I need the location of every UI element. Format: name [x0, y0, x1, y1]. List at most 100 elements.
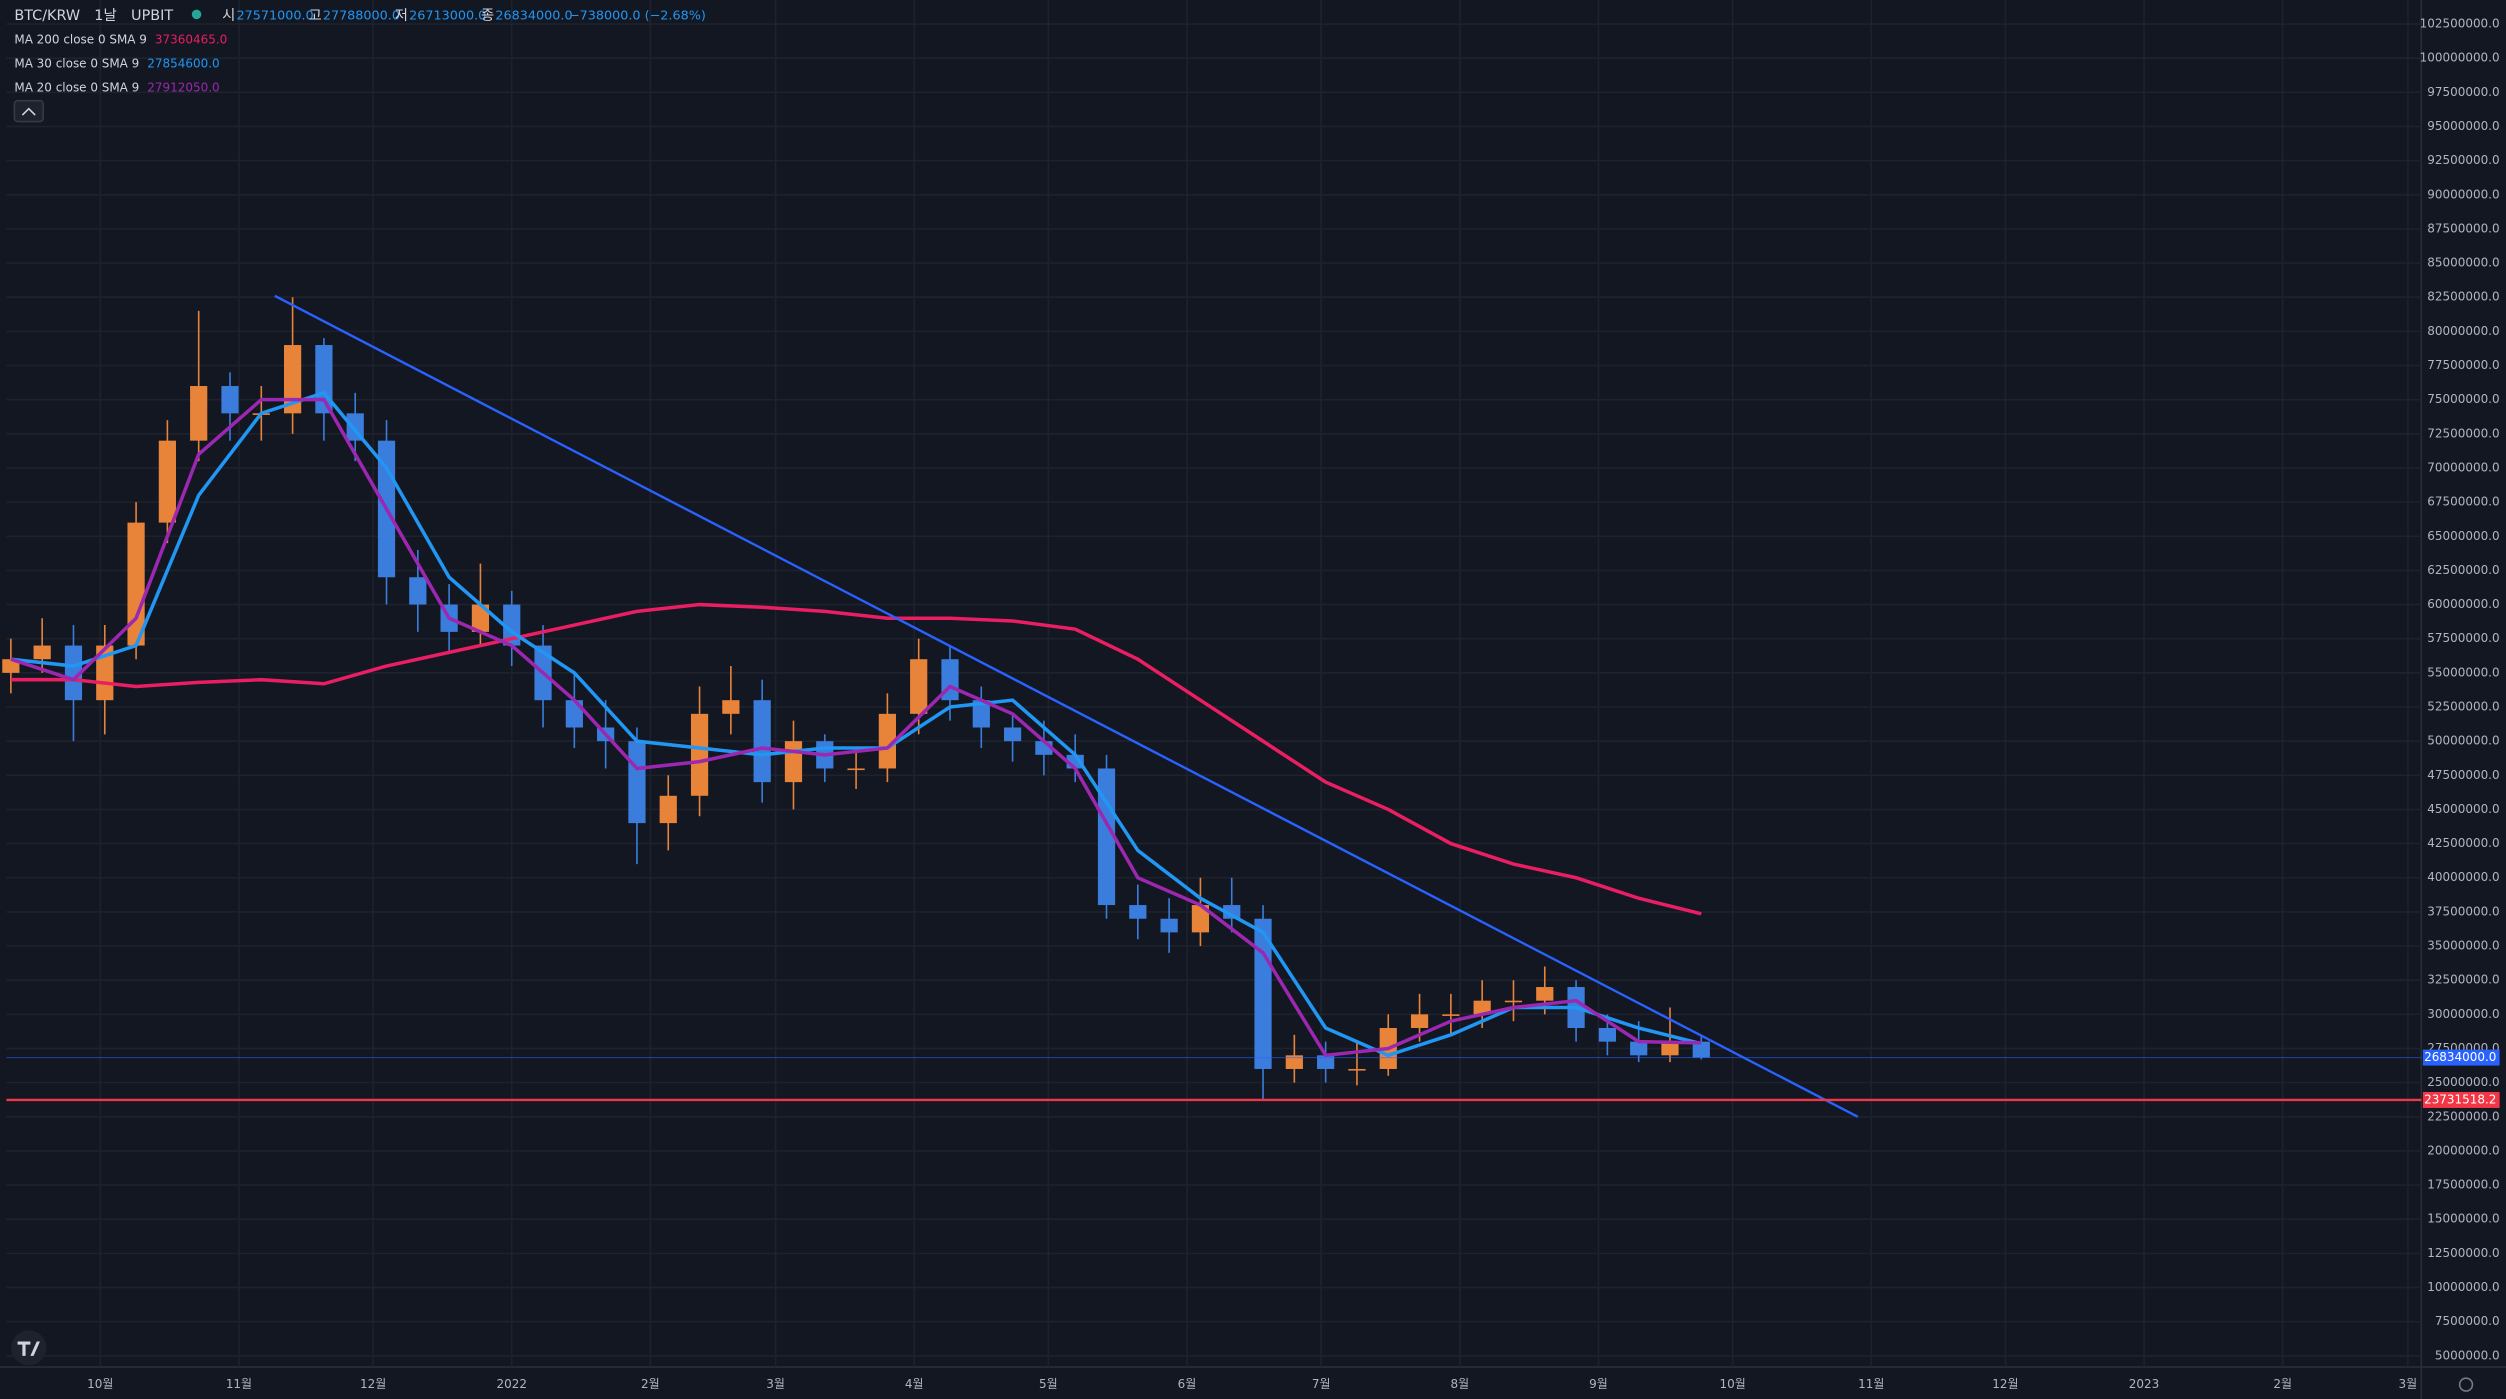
candle-body	[221, 386, 239, 414]
settings-icon[interactable]	[2458, 1377, 2474, 1392]
price-tag	[2422, 1091, 2500, 1108]
x-tick-label: 9월	[1589, 1377, 1608, 1391]
x-tick-label: 2023	[2129, 1377, 2159, 1391]
candle-body	[972, 700, 990, 728]
y-tick-label: 72500000.0	[2427, 426, 2499, 440]
collapse-button[interactable]	[13, 99, 44, 123]
exchange: UPBIT	[131, 8, 173, 24]
candle-body	[1129, 905, 1147, 919]
candle-body	[1692, 1041, 1710, 1058]
candle-body	[659, 795, 677, 824]
y-tick-label: 87500000.0	[2427, 221, 2499, 235]
candle-body	[628, 741, 646, 824]
candle-body	[690, 713, 709, 796]
candle-body	[1410, 1014, 1429, 1028]
legend-value: 27854600.0	[147, 56, 219, 70]
close-value: 26834000.0	[495, 8, 572, 23]
y-tick-label: 17500000.0	[2427, 1178, 2499, 1192]
x-tick-label: 3월	[766, 1377, 785, 1391]
candle-body	[33, 645, 51, 660]
ma-line	[10, 397, 1702, 1058]
price-tag-label: 23731518.2	[2424, 1092, 2496, 1106]
candle-body	[1442, 1014, 1460, 1016]
trend-line	[274, 294, 1859, 1118]
y-tick-label: 35000000.0	[2427, 939, 2499, 953]
candle-body	[847, 768, 865, 771]
y-tick-label: 62500000.0	[2427, 563, 2499, 577]
candle-body	[127, 522, 145, 646]
x-tick-label: 10월	[87, 1377, 113, 1391]
candle-body	[910, 659, 928, 714]
candle-body	[1536, 987, 1554, 1001]
x-tick-label: 7월	[1312, 1377, 1331, 1391]
high-label: 고	[308, 8, 321, 24]
candle-body	[1504, 1000, 1523, 1003]
x-tick-label: 4월	[905, 1377, 924, 1391]
y-tick-label: 55000000.0	[2427, 665, 2499, 679]
legend-name: MA 30 close 0 SMA 9	[14, 56, 139, 70]
x-tick-label: 11월	[1858, 1377, 1884, 1391]
candle-body	[784, 741, 803, 783]
x-tick-label: 12월	[360, 1377, 386, 1391]
x-tick-label: 2022	[497, 1377, 527, 1391]
legend: MA 200 close 0 SMA 9 37360465.0 MA 30 clos…	[14, 32, 227, 94]
candle-body	[1473, 1000, 1491, 1015]
candle-body	[1630, 1041, 1648, 1056]
candle-body	[2, 659, 20, 673]
candle-body	[283, 345, 302, 414]
candle-body	[1254, 918, 1272, 1069]
market-status[interactable]	[191, 9, 202, 20]
candle-body	[471, 604, 490, 632]
high-value: 27788000.0	[323, 8, 400, 23]
y-tick-label: 7500000.0	[2435, 1314, 2500, 1328]
x-tick-label: 3월	[2399, 1377, 2418, 1391]
y-tick-label: 95000000.0	[2427, 119, 2499, 133]
candle-body	[1097, 768, 1116, 906]
tv-logo[interactable]	[11, 1330, 47, 1366]
collapse-icon	[21, 107, 36, 116]
candle-body	[158, 440, 176, 523]
y-tick-label: 102500000.0	[2420, 17, 2500, 31]
y-tick-label: 67500000.0	[2427, 495, 2499, 509]
y-tick-label: 47500000.0	[2427, 768, 2499, 782]
axes: 5000000.0 7500000.0 10000000.0 12500000.0 15…	[87, 17, 2500, 1391]
price-tag	[2422, 1049, 2500, 1066]
change-value: −738000.0 (−2.68%)	[569, 8, 706, 23]
symbol: BTC/KRW	[14, 8, 80, 24]
header: BTC/KRW 1날 UPBIT 시 27571000.0 고 27788000…	[14, 7, 705, 24]
candle-body	[1317, 1055, 1335, 1069]
y-tick-label: 92500000.0	[2427, 153, 2499, 167]
ma-line	[10, 602, 1702, 916]
y-tick-label: 12500000.0	[2427, 1246, 2499, 1260]
x-tick-label: 12월	[1992, 1377, 2018, 1391]
y-tick-label: 5000000.0	[2435, 1348, 2500, 1362]
y-tick-label: 82500000.0	[2427, 290, 2499, 304]
x-tick-label: 2월	[2273, 1377, 2292, 1391]
y-tick-label: 20000000.0	[2427, 1143, 2499, 1157]
candle-body	[1223, 905, 1241, 919]
legend-value: 37360465.0	[155, 32, 227, 46]
y-tick-label: 100000000.0	[2420, 51, 2500, 65]
y-tick-label: 57500000.0	[2427, 631, 2499, 645]
candle-body	[878, 713, 896, 769]
open-label: 시	[222, 8, 235, 24]
candle-body	[1598, 1027, 1616, 1042]
x-tick-label: 8월	[1450, 1377, 1469, 1391]
legend-name: MA 20 close 0 SMA 9	[14, 80, 139, 94]
grid	[6, 0, 2422, 1368]
y-tick-label: 45000000.0	[2427, 802, 2499, 816]
x-tick-label: 11월	[226, 1377, 252, 1391]
gear	[2458, 1377, 2474, 1392]
y-tick-label: 85000000.0	[2427, 256, 2499, 270]
logo-mark	[17, 1341, 40, 1356]
interval: 1날	[94, 7, 116, 24]
low-value: 26713000.0	[409, 8, 486, 23]
y-tick-label: 70000000.0	[2427, 460, 2499, 474]
candle-body	[1285, 1055, 1303, 1069]
y-tick-label: 37500000.0	[2427, 904, 2499, 918]
candle-body	[722, 700, 740, 714]
y-tick-label: 42500000.0	[2427, 836, 2499, 850]
